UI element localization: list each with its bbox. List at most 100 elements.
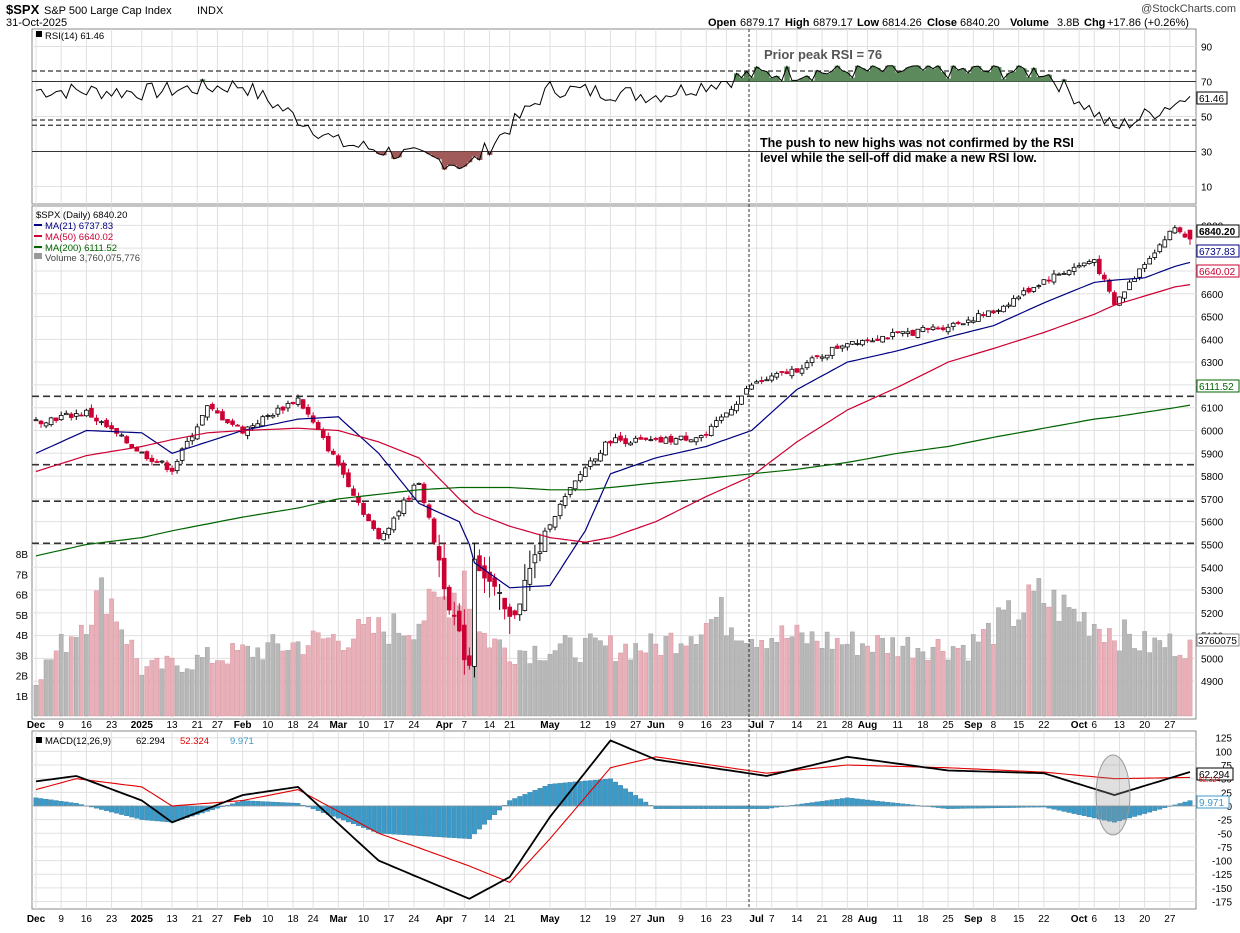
x-axis-label: 20	[1139, 720, 1151, 731]
candle-body	[48, 417, 54, 426]
candle-body	[623, 438, 628, 445]
macd-histogram-bar	[522, 794, 528, 807]
volume-bar	[184, 668, 190, 717]
volume-bar	[603, 645, 608, 717]
tag-hist: 9.971	[1199, 798, 1224, 809]
candle-body	[1152, 252, 1158, 258]
x-axis-label: 18	[917, 720, 929, 731]
candle-body	[472, 558, 477, 667]
x-axis-label: 22	[1038, 720, 1050, 731]
x-axis-label: 7	[769, 914, 775, 925]
macd-tick: 100	[1215, 747, 1232, 758]
macd-histogram-bar	[824, 800, 830, 807]
rsi-overbought-fill	[794, 80, 800, 82]
volume-bar	[1076, 621, 1082, 717]
candle-body	[199, 414, 205, 426]
macd-histogram-bar	[613, 781, 618, 807]
volume-bar	[94, 590, 99, 717]
macd-histogram-bar	[391, 805, 397, 835]
macd-histogram-bar	[371, 805, 377, 832]
x-axis-label: 9	[678, 720, 684, 731]
candle-body	[396, 511, 402, 517]
x-axis-label: May	[540, 720, 560, 731]
candle-body	[1011, 298, 1016, 307]
macd-histogram-bar	[1182, 801, 1188, 807]
candle-body	[1016, 296, 1021, 300]
candle-body	[930, 326, 936, 330]
instrument-name: S&P 500 Large Cap Index	[44, 5, 172, 17]
macd-histogram-bar	[456, 805, 462, 839]
candle-body	[1147, 257, 1153, 265]
rsi-overbought-fill	[895, 72, 901, 82]
volume-bar	[1071, 608, 1077, 717]
macd-histogram-bar	[99, 805, 104, 810]
rsi-overbought-fill	[920, 70, 926, 82]
candle-body	[557, 503, 563, 517]
volume-bar	[482, 632, 487, 717]
x-axis-label: 21	[817, 914, 829, 925]
macd-tick: 75	[1221, 761, 1233, 772]
macd-histogram-bar	[673, 805, 679, 809]
volume-bar	[965, 660, 971, 717]
volume-bar	[1011, 626, 1016, 717]
volume-bar	[900, 645, 906, 717]
volume-bar	[1112, 640, 1117, 717]
candle-body	[955, 321, 961, 324]
volume-bar	[734, 640, 739, 717]
candle-body	[1162, 239, 1168, 248]
candle-body	[537, 551, 543, 554]
volume-bar	[860, 643, 865, 717]
rsi-overbought-fill	[940, 72, 946, 82]
candle-body	[1117, 296, 1122, 306]
rsi-overbought-fill	[819, 72, 826, 82]
volume-bar	[411, 639, 417, 717]
candle-body	[693, 437, 699, 443]
volume-bar	[588, 633, 593, 717]
macd-histogram-bar	[734, 805, 739, 809]
candle-body	[194, 426, 200, 440]
macd-histogram-bar	[280, 802, 286, 807]
x-axis-label: 13	[166, 914, 178, 925]
rsi-overbought-fill	[930, 68, 936, 82]
macd-histogram-bar	[688, 805, 694, 809]
volume-bar	[1066, 607, 1072, 717]
macd-histogram-bar	[1051, 805, 1057, 810]
volume-bar	[1091, 624, 1097, 717]
x-axis-label: 27	[212, 914, 224, 925]
candle-body	[467, 655, 472, 666]
x-axis-label: 17	[383, 914, 395, 925]
candle-body	[99, 421, 104, 424]
macd-histogram-bar	[174, 805, 180, 821]
volume-bar	[1127, 633, 1132, 717]
x-axis-label: 27	[1164, 720, 1176, 731]
candle-body	[865, 339, 870, 342]
macd-histogram-bar	[507, 800, 513, 807]
candle-body	[885, 337, 890, 340]
candle-body	[225, 419, 230, 424]
high-label: High	[785, 17, 810, 29]
macd-histogram-bar	[73, 803, 79, 807]
volume-bar	[522, 650, 528, 717]
x-axis-label: 23	[721, 720, 733, 731]
candle-body	[84, 409, 89, 417]
x-axis-label: 14	[484, 720, 496, 731]
macd-histogram-bar	[1187, 800, 1193, 807]
volume-bar	[855, 655, 860, 717]
candle-body	[1086, 261, 1092, 264]
volume-bar	[441, 596, 447, 717]
rsi-oversold-fill	[446, 151, 453, 166]
volume-bar	[89, 624, 94, 717]
x-axis-label: Jul	[749, 720, 764, 731]
candle-body	[371, 520, 376, 530]
candle-body	[935, 327, 941, 330]
volume-bar	[517, 650, 523, 717]
macd-histogram-bar	[643, 801, 649, 807]
volume-bar	[845, 643, 850, 717]
rsi-overbought-fill	[799, 78, 805, 82]
x-axis-label: 17	[383, 720, 395, 731]
macd-histogram-bar	[577, 781, 583, 807]
rsi-oversold-fill	[441, 151, 448, 170]
volume-bar	[310, 630, 316, 717]
volume-tick: 5B	[16, 611, 29, 622]
volume-bar	[557, 643, 563, 717]
